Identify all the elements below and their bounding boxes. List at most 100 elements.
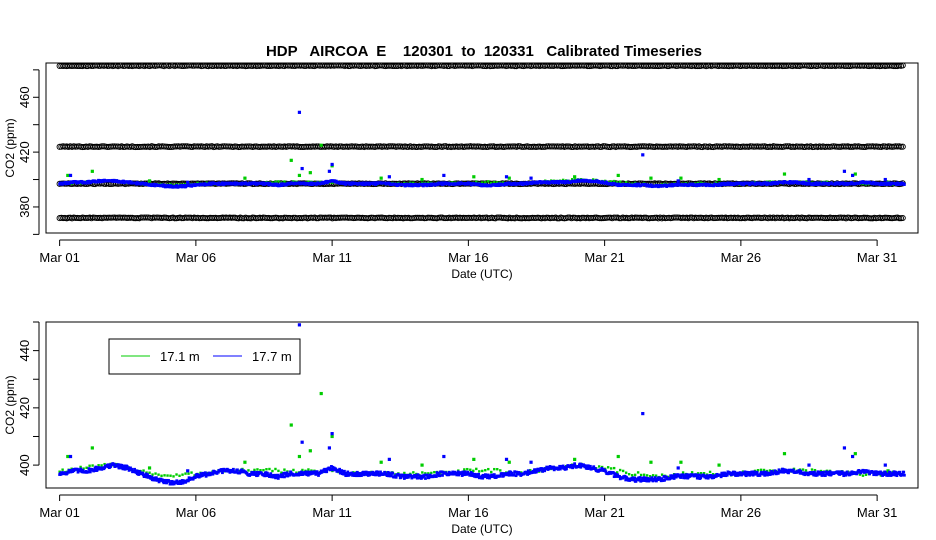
data-point xyxy=(85,466,88,469)
data-point xyxy=(125,464,129,468)
data-point xyxy=(477,472,480,476)
data-point xyxy=(157,473,160,476)
data-point xyxy=(699,476,703,479)
data-point xyxy=(314,472,318,476)
data-point xyxy=(624,478,628,482)
data-point xyxy=(175,473,178,476)
data-point xyxy=(696,181,700,185)
data-point xyxy=(759,468,763,472)
data-point xyxy=(638,476,642,479)
data-point xyxy=(624,471,628,474)
data-point xyxy=(97,464,100,467)
data-point xyxy=(391,471,395,475)
data-point xyxy=(203,473,207,477)
data-point xyxy=(529,468,532,472)
data-point xyxy=(526,469,530,473)
data-point xyxy=(823,474,827,477)
data-point xyxy=(100,464,103,467)
data-point xyxy=(262,468,265,472)
data-point xyxy=(300,470,303,474)
data-point xyxy=(618,468,622,472)
data-point xyxy=(658,476,662,480)
data-point xyxy=(268,467,271,471)
data-point xyxy=(481,181,484,184)
data-point xyxy=(208,473,212,477)
data-point xyxy=(234,470,238,474)
outlier-point xyxy=(90,169,94,173)
data-point xyxy=(633,473,637,477)
data-point xyxy=(383,470,386,474)
outlier-point xyxy=(853,172,857,176)
data-point xyxy=(292,468,295,472)
plot-data-layer xyxy=(56,63,906,222)
data-point xyxy=(271,181,274,184)
data-point xyxy=(636,471,640,474)
data-point xyxy=(142,469,145,472)
data-point xyxy=(355,470,359,474)
x-tick-label: Mar 26 xyxy=(721,250,761,265)
data-point xyxy=(107,463,111,467)
data-point xyxy=(201,473,205,477)
data-point xyxy=(355,474,359,478)
data-point xyxy=(721,474,725,477)
data-point xyxy=(762,468,766,472)
data-point xyxy=(697,473,701,477)
data-point xyxy=(825,180,829,184)
outlier-point xyxy=(147,466,152,470)
data-point xyxy=(476,474,480,478)
data-point xyxy=(682,474,686,478)
data-point xyxy=(496,181,499,184)
data-point xyxy=(342,181,346,184)
series-s17_7 xyxy=(58,110,906,189)
data-point xyxy=(472,469,475,473)
data-point xyxy=(654,474,658,477)
data-point xyxy=(795,180,799,184)
data-point xyxy=(690,471,694,474)
data-point xyxy=(839,472,843,476)
data-point xyxy=(374,473,378,477)
data-point xyxy=(855,471,859,475)
data-point xyxy=(535,470,538,474)
x-tick-label: Mar 11 xyxy=(312,250,352,265)
data-point xyxy=(181,473,184,476)
data-point xyxy=(184,472,187,475)
data-point xyxy=(498,474,502,478)
data-point xyxy=(520,471,523,474)
data-point xyxy=(460,472,463,476)
data-point xyxy=(725,473,729,477)
data-point xyxy=(902,183,906,186)
data-point xyxy=(763,473,767,477)
outlier-point xyxy=(649,460,653,464)
data-point xyxy=(821,471,825,475)
outlier-point xyxy=(649,176,653,180)
data-point xyxy=(819,469,823,473)
data-point xyxy=(157,480,161,484)
data-point xyxy=(711,473,715,476)
data-point xyxy=(307,180,310,183)
data-point xyxy=(92,468,96,472)
data-point xyxy=(493,467,496,471)
data-point xyxy=(791,468,795,472)
data-point xyxy=(733,470,737,474)
data-point xyxy=(187,472,190,475)
data-point xyxy=(674,475,678,479)
reference-level-row xyxy=(56,214,906,222)
data-point xyxy=(122,464,126,468)
data-point xyxy=(86,470,90,474)
data-point xyxy=(699,181,703,184)
data-point xyxy=(166,474,169,477)
outlier-point xyxy=(243,176,247,180)
outlier-point xyxy=(717,463,721,467)
data-point xyxy=(592,465,596,469)
data-point xyxy=(269,472,273,476)
data-point xyxy=(79,465,82,469)
data-point xyxy=(820,474,824,477)
data-point xyxy=(438,474,442,478)
outlier-point xyxy=(676,179,680,183)
data-point xyxy=(112,462,116,466)
data-point xyxy=(85,181,89,185)
data-point xyxy=(571,466,575,470)
data-point xyxy=(864,473,868,476)
data-point xyxy=(547,467,551,471)
data-point xyxy=(630,474,634,477)
